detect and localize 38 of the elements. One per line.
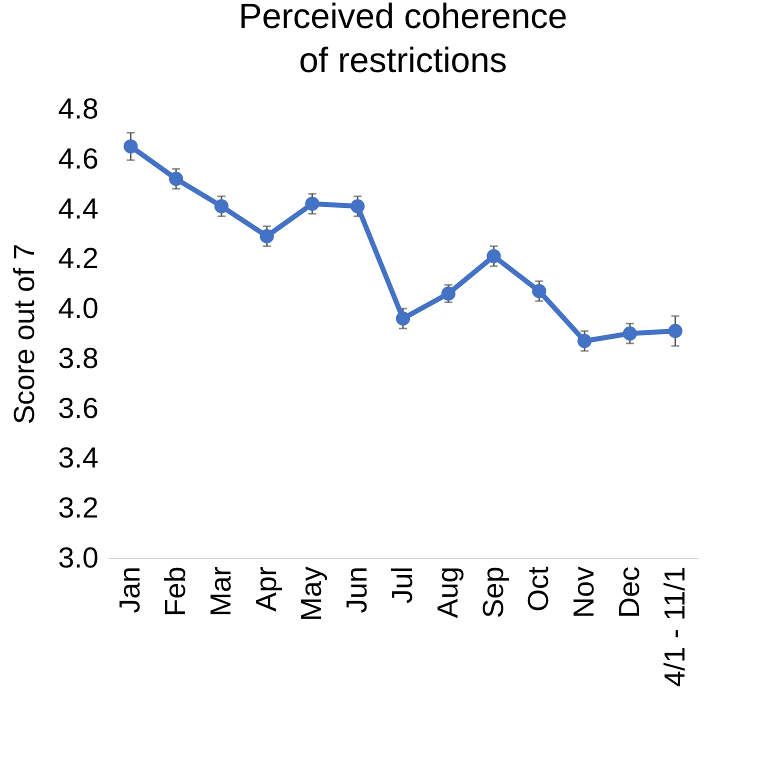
x-tick-label: Dec [614, 566, 646, 618]
point [214, 199, 229, 214]
y-axis-title: Score out of 7 [9, 244, 42, 424]
point [622, 326, 637, 341]
y-tick-label: 4.6 [58, 143, 98, 176]
y-tick-label: 4.4 [58, 193, 98, 226]
x-tick-label: Sep [478, 566, 510, 618]
point [169, 172, 184, 186]
y-tick-label: 4.8 [58, 94, 98, 126]
y-tick-label: 3.8 [58, 342, 98, 375]
y-tick-label: 3.0 [58, 542, 98, 574]
x-tick-label: Feb [160, 566, 192, 616]
x-tick-label: Jul [387, 566, 419, 604]
point [124, 139, 138, 154]
chart-title: Perceived coherence of restrictions [238, 0, 568, 80]
x-tick-label: Jun [342, 566, 374, 614]
point [260, 229, 274, 244]
y-tick-label: 3.6 [58, 392, 98, 425]
point [396, 311, 410, 326]
y-tick-label: 4.2 [58, 243, 98, 276]
x-tick-label: 4/1 - 11/1 [659, 566, 692, 687]
x-tick-label: Jan [114, 566, 147, 614]
point [486, 249, 501, 264]
x-tick-label: Nov [568, 566, 601, 618]
point [577, 334, 592, 348]
x-tick-label: May [296, 566, 328, 622]
x-tick-label: Oct [523, 566, 556, 612]
point [441, 286, 456, 301]
y-tick-label: 3.4 [58, 442, 98, 475]
y-tick-label: 4.0 [58, 293, 98, 326]
point [350, 199, 365, 214]
y-tick-label: 3.2 [58, 492, 98, 525]
x-tick-label: Apr [250, 566, 283, 612]
point [532, 284, 546, 298]
x-tick-label: Mar [205, 566, 238, 616]
point [305, 196, 320, 211]
point [668, 324, 682, 338]
x-tick-label: Aug [432, 566, 464, 618]
